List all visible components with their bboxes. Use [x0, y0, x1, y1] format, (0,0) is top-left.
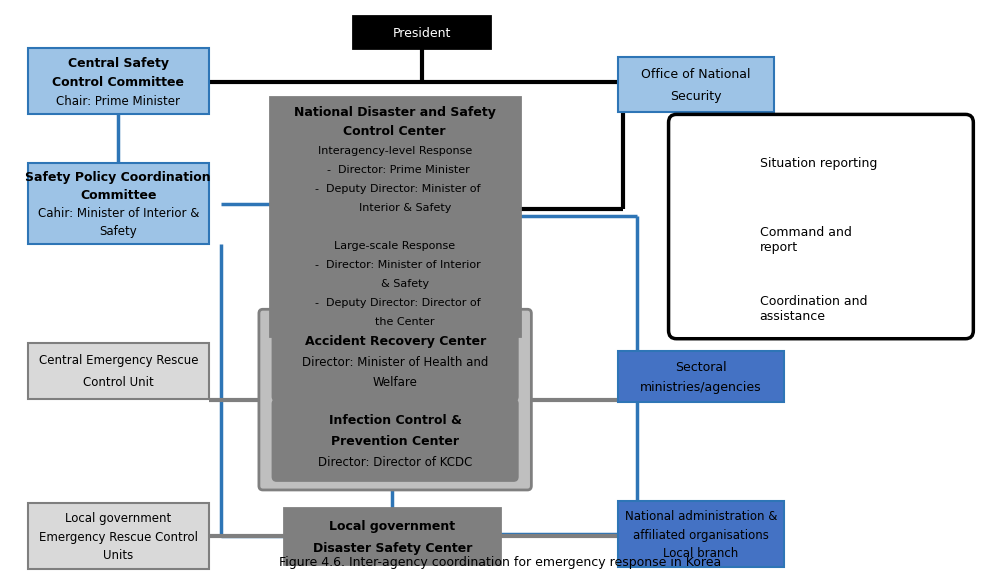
Text: Units: Units [103, 549, 133, 563]
Text: President: President [392, 27, 451, 40]
Text: National Disaster and Safety: National Disaster and Safety [294, 106, 496, 119]
Text: Safety Policy Coordination: Safety Policy Coordination [25, 171, 211, 184]
FancyBboxPatch shape [28, 163, 209, 244]
Text: Control Committee: Control Committee [52, 76, 184, 89]
Text: Large-scale Response: Large-scale Response [334, 241, 455, 251]
Text: -  Deputy Director: Director of: - Deputy Director: Director of [308, 298, 481, 308]
Text: Emergency Rescue Control: Emergency Rescue Control [39, 531, 198, 543]
Text: Central Emergency Rescue: Central Emergency Rescue [39, 354, 198, 367]
FancyBboxPatch shape [28, 503, 209, 569]
Text: affiliated organisations: affiliated organisations [633, 528, 769, 542]
Text: Safety: Safety [99, 225, 137, 238]
Text: Interagency-level Response: Interagency-level Response [318, 146, 472, 155]
Text: Accident Recovery Center: Accident Recovery Center [305, 335, 486, 348]
FancyBboxPatch shape [273, 321, 518, 401]
FancyBboxPatch shape [284, 508, 500, 564]
Text: Command and
report: Command and report [760, 226, 852, 254]
Text: & Safety: & Safety [360, 279, 429, 289]
FancyBboxPatch shape [353, 16, 490, 48]
Text: Disaster Safety Center: Disaster Safety Center [313, 542, 472, 555]
Text: Interior & Safety: Interior & Safety [338, 203, 451, 213]
FancyBboxPatch shape [270, 97, 520, 336]
Text: Control Unit: Control Unit [83, 376, 154, 390]
Text: Security: Security [670, 90, 722, 103]
FancyBboxPatch shape [259, 309, 531, 490]
FancyBboxPatch shape [618, 501, 784, 567]
FancyBboxPatch shape [273, 400, 518, 481]
Text: National administration &: National administration & [625, 510, 777, 523]
Text: ministries/agencies: ministries/agencies [640, 381, 762, 394]
FancyBboxPatch shape [669, 114, 973, 339]
Text: Committee: Committee [80, 189, 157, 202]
Text: Director: Minister of Health and: Director: Minister of Health and [302, 356, 488, 368]
FancyBboxPatch shape [618, 351, 784, 401]
Text: the Center: the Center [354, 317, 435, 327]
FancyBboxPatch shape [618, 56, 774, 113]
Text: Infection Control &: Infection Control & [329, 414, 462, 427]
Text: Office of National: Office of National [641, 68, 751, 81]
Text: Prevention Center: Prevention Center [331, 435, 459, 448]
Text: Figure 4.6. Inter-agency coordination for emergency response in Korea: Figure 4.6. Inter-agency coordination fo… [279, 556, 721, 569]
Text: Local government: Local government [329, 520, 455, 532]
FancyBboxPatch shape [28, 343, 209, 398]
Text: Director: Director of KCDC: Director: Director of KCDC [318, 456, 472, 469]
Text: -  Deputy Director: Minister of: - Deputy Director: Minister of [308, 184, 481, 194]
Text: Sectoral: Sectoral [675, 361, 727, 374]
Text: Situation reporting: Situation reporting [760, 157, 877, 170]
Text: Central Safety: Central Safety [68, 57, 169, 70]
Text: Coordination and
assistance: Coordination and assistance [760, 295, 867, 323]
Text: -  Director: Minister of Interior: - Director: Minister of Interior [308, 260, 481, 270]
Text: Cahir: Minister of Interior &: Cahir: Minister of Interior & [38, 207, 199, 220]
FancyBboxPatch shape [28, 48, 209, 114]
Text: Local branch: Local branch [663, 548, 739, 560]
Text: Local government: Local government [65, 512, 171, 525]
Text: Control Center: Control Center [343, 125, 446, 138]
Text: Chair: Prime Minister: Chair: Prime Minister [56, 95, 180, 108]
Text: -  Director: Prime Minister: - Director: Prime Minister [320, 165, 470, 175]
Text: Welfare: Welfare [373, 376, 418, 389]
